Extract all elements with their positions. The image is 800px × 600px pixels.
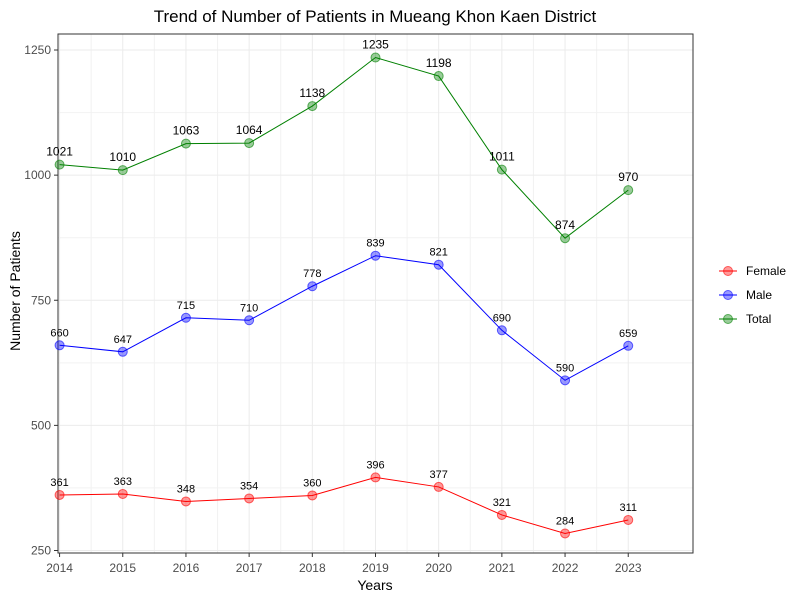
total-data-label: 1235 xyxy=(362,38,389,52)
y-axis-title: Number of Patients xyxy=(7,231,23,351)
total-data-label: 1010 xyxy=(109,150,136,164)
legend-key-point-male xyxy=(723,290,733,300)
female-data-point xyxy=(117,488,128,499)
male-data-label: 647 xyxy=(114,334,132,346)
total-data-label: 1138 xyxy=(299,86,325,100)
total-data-point xyxy=(560,233,571,244)
male-data-point xyxy=(54,340,65,351)
female-data-label: 363 xyxy=(114,476,132,488)
male-data-label: 839 xyxy=(366,238,384,250)
y-tick-label: 750 xyxy=(31,293,51,307)
male-data-label: 821 xyxy=(430,247,448,259)
x-tick-label: 2021 xyxy=(489,561,516,575)
female-data-point xyxy=(433,481,444,492)
total-data-label: 970 xyxy=(618,170,638,184)
total-data-label: 874 xyxy=(555,218,575,232)
total-data-label: 1021 xyxy=(46,145,73,159)
x-tick-label: 2023 xyxy=(615,561,642,575)
total-data-point xyxy=(370,52,381,63)
y-tick-label: 1000 xyxy=(24,168,51,182)
x-tick-label: 2020 xyxy=(425,561,452,575)
total-data-point xyxy=(180,138,191,149)
male-data-label: 660 xyxy=(50,327,68,339)
legend-label-male: Male xyxy=(746,288,772,302)
chart-title: Trend of Number of Patients in Mueang Kh… xyxy=(154,7,597,26)
female-data-point xyxy=(370,472,381,483)
male-data-point xyxy=(370,250,381,261)
male-data-point xyxy=(496,325,507,336)
male-data-label: 715 xyxy=(177,300,195,312)
x-tick-label: 2019 xyxy=(362,561,389,575)
male-data-point xyxy=(560,375,571,386)
female-data-point xyxy=(244,493,255,504)
total-data-point xyxy=(433,71,444,82)
x-tick-label: 2018 xyxy=(299,561,326,575)
total-data-point xyxy=(623,185,634,196)
total-data-point xyxy=(54,159,65,170)
total-data-label: 1011 xyxy=(489,150,515,164)
y-tick-label: 1250 xyxy=(24,43,51,57)
x-tick-label: 2014 xyxy=(46,561,73,575)
total-data-label: 1063 xyxy=(173,124,200,138)
x-tick-label: 2015 xyxy=(109,561,136,575)
female-data-label: 354 xyxy=(240,480,258,492)
female-data-point xyxy=(623,514,634,525)
total-data-point xyxy=(244,138,255,149)
male-data-point xyxy=(307,281,318,292)
x-tick-label: 2022 xyxy=(552,561,579,575)
legend: Female Male Total xyxy=(719,264,786,326)
female-data-label: 284 xyxy=(556,515,574,527)
male-data-point xyxy=(623,340,634,351)
male-data-point xyxy=(244,315,255,326)
female-data-label: 311 xyxy=(619,502,637,514)
female-data-point xyxy=(560,528,571,539)
female-data-label: 377 xyxy=(430,469,448,481)
x-tick-label: 2016 xyxy=(173,561,200,575)
total-series-line xyxy=(59,56,629,239)
x-axis-title: Years xyxy=(357,577,392,593)
female-data-label: 361 xyxy=(50,477,68,489)
x-tick-label: 2017 xyxy=(236,561,263,575)
total-data-point xyxy=(307,101,318,112)
male-data-label: 690 xyxy=(493,312,511,324)
total-data-label: 1064 xyxy=(236,123,263,137)
legend-label-female: Female xyxy=(746,264,786,278)
legend-key-point-female xyxy=(723,266,733,276)
male-data-label: 710 xyxy=(240,302,258,314)
male-data-label: 778 xyxy=(303,268,321,280)
y-tick-label: 250 xyxy=(31,543,51,557)
female-data-label: 321 xyxy=(493,497,511,509)
legend-label-total: Total xyxy=(746,312,771,326)
plot-area: 250 500 750 1000 1250 2014 2015 2016 2017 2018 201… xyxy=(24,33,694,575)
female-data-label: 360 xyxy=(303,477,321,489)
female-data-point xyxy=(307,490,318,501)
total-data-point xyxy=(496,164,507,175)
female-data-point xyxy=(496,509,507,520)
female-data-label: 348 xyxy=(177,483,195,495)
female-data-point xyxy=(180,496,191,507)
male-data-label: 590 xyxy=(556,362,574,374)
male-series-line xyxy=(59,255,629,381)
female-series-line xyxy=(59,476,629,534)
male-data-point xyxy=(117,346,128,357)
legend-key-point-total xyxy=(723,314,733,324)
total-data-point xyxy=(117,165,128,176)
female-data-label: 396 xyxy=(366,459,384,471)
male-data-label: 659 xyxy=(619,328,637,340)
total-data-label: 1198 xyxy=(426,56,452,70)
y-tick-label: 500 xyxy=(31,418,51,432)
female-data-point xyxy=(54,489,65,500)
male-data-point xyxy=(180,312,191,323)
male-data-point xyxy=(433,259,444,270)
